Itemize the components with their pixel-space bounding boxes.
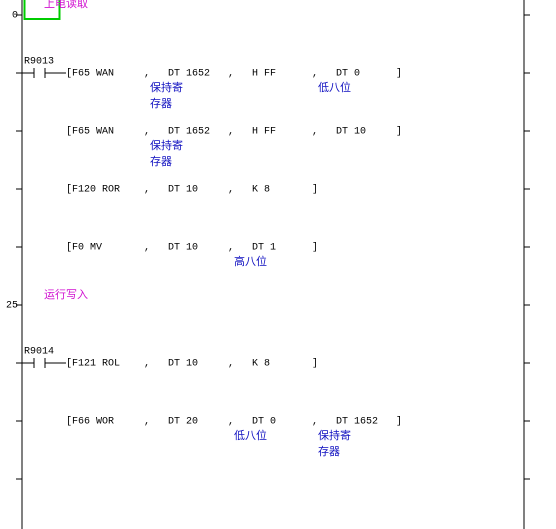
contact-label: R9013 (24, 57, 54, 68)
close-bracket: ] (396, 68, 402, 80)
operand: DT 0 (336, 69, 360, 80)
separator: , (144, 185, 150, 196)
operand: DT 20 (168, 417, 198, 428)
operand: DT 10 (336, 127, 366, 138)
separator: , (144, 359, 150, 370)
operand: DT 1652 (168, 127, 210, 138)
separator: , (312, 69, 318, 80)
step-number: 25 (6, 301, 18, 312)
operand: DT 1 (252, 243, 276, 254)
step-number: 0 (12, 11, 18, 22)
operand-note: 保持寄 (150, 80, 183, 94)
operand-note: 低八位 (234, 428, 267, 442)
separator: , (144, 243, 150, 254)
operand: K 8 (252, 185, 270, 196)
separator: , (228, 127, 234, 138)
instruction: [F65 WAN (66, 126, 114, 138)
operand-note: 低八位 (318, 80, 351, 94)
operand-note: 存器 (150, 154, 172, 168)
separator: , (228, 185, 234, 196)
separator: , (312, 127, 318, 138)
instruction: [F65 WAN (66, 68, 114, 80)
separator: , (228, 359, 234, 370)
close-bracket: ] (312, 358, 318, 370)
operand-note: 存器 (150, 96, 172, 110)
rung-comment: 运行写入 (44, 288, 88, 301)
cursor[interactable] (23, 0, 61, 20)
instruction: [F121 ROL (66, 358, 120, 370)
close-bracket: ] (396, 416, 402, 428)
operand-note: 存器 (318, 444, 340, 458)
separator: , (228, 243, 234, 254)
separator: , (312, 417, 318, 428)
separator: , (228, 417, 234, 428)
operand: DT 1652 (168, 69, 210, 80)
separator: , (144, 127, 150, 138)
instruction: [F0 MV (66, 242, 102, 254)
instruction: [F66 WOR (66, 416, 114, 428)
separator: , (144, 417, 150, 428)
operand: DT 10 (168, 243, 198, 254)
rung-comment: 上电读取 (44, 0, 88, 10)
operand-note: 保持寄 (318, 428, 351, 442)
close-bracket: ] (396, 126, 402, 138)
operand: DT 0 (252, 417, 276, 428)
operand: K 8 (252, 359, 270, 370)
operand: DT 10 (168, 359, 198, 370)
separator: , (228, 69, 234, 80)
operand-note: 高八位 (234, 254, 267, 268)
operand: H FF (252, 69, 276, 80)
contact-label: R9014 (24, 347, 54, 358)
instruction: [F120 ROR (66, 184, 120, 196)
operand: DT 10 (168, 185, 198, 196)
operand-note: 保持寄 (150, 138, 183, 152)
separator: , (144, 69, 150, 80)
operand: DT 1652 (336, 417, 378, 428)
close-bracket: ] (312, 242, 318, 254)
close-bracket: ] (312, 184, 318, 196)
operand: H FF (252, 127, 276, 138)
